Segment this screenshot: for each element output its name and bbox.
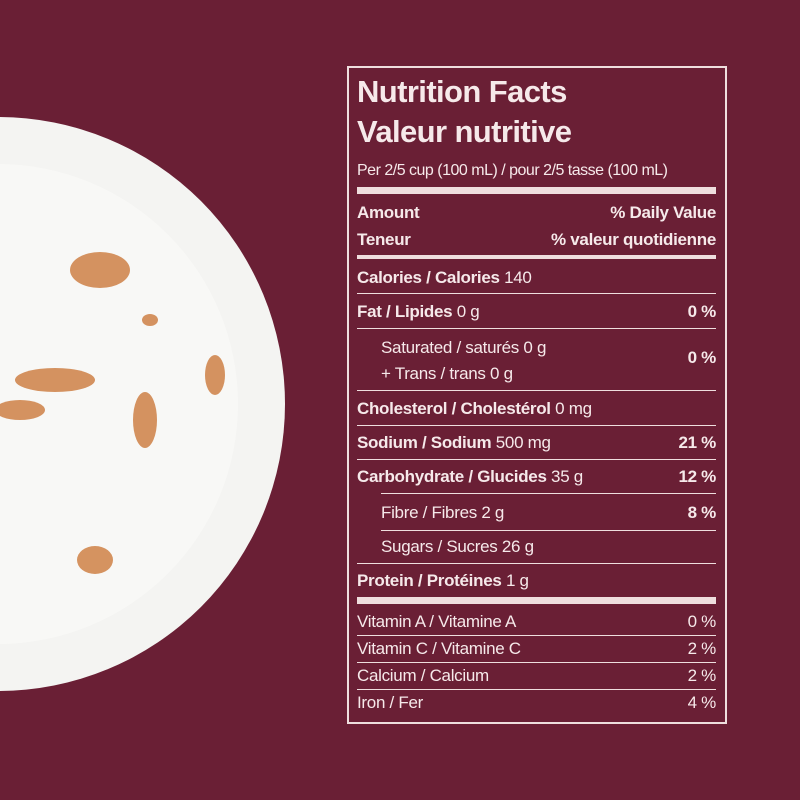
row-label: Fat / Lipides	[357, 302, 453, 321]
amount-header: Amount	[357, 203, 420, 222]
row-dv: 2 %	[687, 666, 717, 685]
rule	[381, 493, 716, 494]
row-amount: 35 g	[551, 467, 583, 486]
vitamin-row: Vitamin A / Vitamine A 0 %	[357, 611, 716, 633]
row-dv: 0 %	[687, 612, 717, 631]
rule	[357, 425, 716, 426]
row-amount: 1 g	[505, 571, 529, 590]
serving: Per 2/5 cup (100 mL) / pour 2/5 tasse (1…	[357, 160, 716, 182]
row-amount: 0 g	[456, 302, 480, 321]
row-label: Vitamin C / Vitamine C	[357, 639, 521, 658]
row-dv: 0 %	[687, 302, 717, 321]
sub-row-dv: 0 %	[357, 347, 717, 369]
rule	[357, 662, 716, 663]
row-label: Calories / Calories	[357, 268, 500, 287]
rule	[357, 459, 716, 460]
row-amount: 500 mg	[495, 433, 551, 452]
rule	[357, 597, 716, 604]
row-label: Carbohydrate / Glucides	[357, 467, 547, 486]
row-label: Saturated / saturés 0 g	[381, 338, 547, 357]
row-amount: 0 mg	[555, 399, 592, 418]
nutrient-row: Cholesterol / Cholestérol 0 mg	[357, 398, 716, 420]
serving-text: Per 2/5 cup (100 mL) / pour 2/5 tasse (1…	[357, 162, 668, 179]
nutrient-row: Protein / Protéines 1 g	[357, 570, 716, 592]
vitamin-row: Calcium / Calcium 2 %	[357, 665, 716, 687]
amount-header: Teneur	[357, 230, 411, 249]
nutrient-row: Carbohydrate / Glucides 35 g 12 %	[357, 466, 716, 488]
sub-row: Fibre / Fibres 2 g 8 %	[381, 502, 716, 524]
rule	[381, 530, 716, 531]
label-border	[347, 66, 727, 724]
row-dv: 12 %	[678, 467, 716, 486]
rule	[357, 689, 716, 690]
sub-row: Sugars / Sucres 26 g	[381, 536, 716, 558]
title-fr: Valeur nutritive	[357, 114, 572, 149]
rule	[357, 390, 716, 391]
rule	[357, 255, 716, 259]
dv-header: % valeur quotidienne	[551, 230, 716, 249]
vitamin-row: Iron / Fer 4 %	[357, 692, 716, 714]
row-label: Vitamin A / Vitamine A	[357, 612, 517, 631]
row-amount: 140	[504, 268, 532, 287]
row-label: Calcium / Calcium	[357, 666, 489, 685]
row-dv: 2 %	[687, 639, 717, 658]
calories-row: Calories / Calories 140	[357, 267, 716, 289]
rule	[357, 635, 716, 636]
sub-row: + Trans / trans 0 g	[381, 363, 716, 385]
nutrient-row: Sodium / Sodium 500 mg 21 %	[357, 432, 716, 454]
rule	[357, 293, 716, 294]
row-label: Iron / Fer	[357, 693, 423, 712]
row-label: Sugars / Sucres 26 g	[381, 537, 534, 556]
row-label: Sodium / Sodium	[357, 433, 492, 452]
rule	[357, 187, 716, 194]
row-label: Cholesterol / Cholestérol	[357, 399, 551, 418]
row-dv: 21 %	[678, 433, 716, 452]
rule	[357, 328, 716, 329]
vitamin-row: Vitamin C / Vitamine C 2 %	[357, 638, 716, 660]
header-row: Teneur % valeur quotidienne	[357, 229, 716, 251]
row-label: Fibre / Fibres 2 g	[381, 503, 505, 522]
nutrient-row: Fat / Lipides 0 g 0 %	[357, 301, 716, 323]
sub-row: Saturated / saturés 0 g	[381, 337, 716, 359]
header-row: Amount % Daily Value	[357, 202, 716, 224]
row-dv: 4 %	[687, 693, 717, 712]
dv-header: % Daily Value	[610, 203, 716, 222]
title: Nutrition Facts	[357, 74, 567, 109]
row-label: Protein / Protéines	[357, 571, 502, 590]
row-dv: 0 %	[687, 348, 717, 367]
rule	[357, 563, 716, 564]
row-label: + Trans / trans 0 g	[381, 364, 513, 383]
row-dv: 8 %	[687, 503, 717, 522]
